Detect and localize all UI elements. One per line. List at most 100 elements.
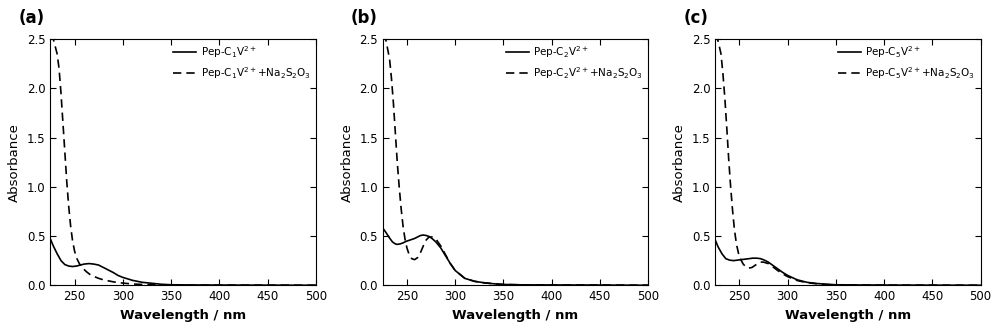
Pep-C$_2$V$^{2+}$+Na$_2$S$_2$O$_3$ (399, 237, 411, 241)
Text: (b): (b) (351, 9, 378, 27)
Pep-C$_1$V$^{2+}$ (88, 262, 100, 266)
Pep-C$_2$V$^{2+}$ (435, 246, 447, 250)
Pep-C$_2$V$^{2+}$+Na$_2$S$_2$O$_3$ (377, 32, 389, 36)
Pep-C$_2$V$^{2+}$+Na$_2$S$_2$O$_3$ (594, 283, 606, 287)
Pep-C$_5$V$^{2+}$ (762, 260, 774, 264)
Y-axis label: Absorbance: Absorbance (341, 123, 354, 202)
Pep-C$_2$V$^{2+}$ (468, 279, 480, 283)
Pep-C$_2$V$^{2+}$ (389, 242, 401, 246)
Pep-C$_2$V$^{2+}$+Na$_2$S$_2$O$_3$ (497, 282, 509, 286)
Pep-C$_1$V$^{2+}$ (55, 259, 67, 263)
Pep-C$_2$V$^{2+}$ (459, 277, 471, 280)
Pep-C$_5$V$^{2+}$ (801, 280, 813, 284)
Pep-C$_5$V$^{2+}$+Na$_2$S$_2$O$_3$ (719, 96, 731, 100)
Pep-C$_2$V$^{2+}$+Na$_2$S$_2$O$_3$ (488, 282, 500, 286)
Pep-C$_2$V$^{2+}$+Na$_2$S$_2$O$_3$ (385, 77, 397, 81)
Pep-C$_2$V$^{2+}$ (594, 283, 606, 287)
Pep-C$_5$V$^{2+}$ (782, 274, 794, 278)
Pep-C$_1$V$^{2+}$+Na$_2$S$_2$O$_3$ (57, 121, 69, 125)
Line: Pep-C$_5$V$^{2+}$: Pep-C$_5$V$^{2+}$ (715, 240, 981, 285)
Pep-C$_5$V$^{2+}$+Na$_2$S$_2$O$_3$ (782, 275, 794, 279)
Pep-C$_2$V$^{2+}$ (517, 283, 529, 287)
Pep-C$_5$V$^{2+}$+Na$_2$S$_2$O$_3$ (801, 281, 813, 285)
Pep-C$_5$V$^{2+}$ (772, 267, 784, 271)
Pep-C$_5$V$^{2+}$+Na$_2$S$_2$O$_3$ (734, 257, 746, 261)
Pep-C$_5$V$^{2+}$ (820, 282, 832, 286)
Pep-C$_1$V$^{2+}$ (70, 264, 82, 268)
Line: Pep-C$_1$V$^{2+}$+Na$_2$S$_2$O$_3$: Pep-C$_1$V$^{2+}$+Na$_2$S$_2$O$_3$ (50, 34, 316, 285)
Pep-C$_2$V$^{2+}$+Na$_2$S$_2$O$_3$ (420, 238, 432, 242)
Pep-C$_5$V$^{2+}$+Na$_2$S$_2$O$_3$ (737, 262, 749, 266)
Pep-C$_2$V$^{2+}$+Na$_2$S$_2$O$_3$ (435, 244, 447, 248)
Pep-C$_2$V$^{2+}$ (412, 235, 424, 239)
Pep-C$_5$V$^{2+}$ (767, 264, 779, 268)
Pep-C$_2$V$^{2+}$ (409, 237, 421, 241)
Pep-C$_2$V$^{2+}$+Na$_2$S$_2$O$_3$ (459, 277, 471, 280)
Pep-C$_5$V$^{2+}$+Na$_2$S$_2$O$_3$ (811, 282, 823, 286)
Pep-C$_1$V$^{2+}$+Na$_2$S$_2$O$_3$ (69, 249, 81, 253)
Pep-C$_1$V$^{2+}$ (117, 276, 129, 280)
Pep-C$_5$V$^{2+}$ (709, 238, 721, 242)
Pep-C$_2$V$^{2+}$ (430, 240, 442, 244)
Pep-C$_5$V$^{2+}$ (716, 252, 728, 256)
Pep-C$_5$V$^{2+}$+Na$_2$S$_2$O$_3$ (725, 185, 737, 189)
Pep-C$_1$V$^{2+}$+Na$_2$S$_2$O$_3$ (47, 37, 59, 41)
Pep-C$_2$V$^{2+}$+Na$_2$S$_2$O$_3$ (412, 256, 424, 260)
Pep-C$_1$V$^{2+}$ (107, 271, 119, 275)
Pep-C$_1$V$^{2+}$+Na$_2$S$_2$O$_3$ (102, 279, 114, 283)
Pep-C$_2$V$^{2+}$+Na$_2$S$_2$O$_3$ (380, 37, 392, 41)
Pep-C$_2$V$^{2+}$+Na$_2$S$_2$O$_3$ (642, 283, 654, 287)
Pep-C$_2$V$^{2+}$ (400, 240, 412, 244)
Pep-C$_5$V$^{2+}$+Na$_2$S$_2$O$_3$ (728, 228, 740, 232)
Pep-C$_1$V$^{2+}$+Na$_2$S$_2$O$_3$ (310, 283, 322, 287)
Pep-C$_2$V$^{2+}$+Na$_2$S$_2$O$_3$ (478, 281, 490, 285)
Pep-C$_2$V$^{2+}$+Na$_2$S$_2$O$_3$ (417, 244, 429, 248)
Pep-C$_2$V$^{2+}$ (377, 226, 389, 230)
Pep-C$_1$V$^{2+}$ (63, 264, 75, 268)
Pep-C$_5$V$^{2+}$ (849, 283, 861, 287)
Pep-C$_1$V$^{2+}$+Na$_2$S$_2$O$_3$ (107, 280, 119, 284)
Pep-C$_2$V$^{2+}$ (394, 242, 406, 246)
Pep-C$_5$V$^{2+}$ (755, 257, 767, 261)
Pep-C$_1$V$^{2+}$+Na$_2$S$_2$O$_3$ (213, 283, 225, 287)
Pep-C$_1$V$^{2+}$+Na$_2$S$_2$O$_3$ (55, 91, 67, 95)
Pep-C$_5$V$^{2+}$+Na$_2$S$_2$O$_3$ (732, 251, 744, 255)
Pep-C$_5$V$^{2+}$ (739, 257, 751, 261)
Pep-C$_5$V$^{2+}$+Na$_2$S$_2$O$_3$ (757, 260, 769, 264)
Pep-C$_1$V$^{2+}$ (155, 282, 167, 286)
Pep-C$_2$V$^{2+}$ (642, 283, 654, 287)
Pep-C$_1$V$^{2+}$+Na$_2$S$_2$O$_3$ (80, 270, 92, 274)
Pep-C$_2$V$^{2+}$ (440, 254, 452, 258)
Pep-C$_1$V$^{2+}$ (47, 244, 59, 248)
Pep-C$_1$V$^{2+}$ (93, 263, 105, 267)
Pep-C$_1$V$^{2+}$ (44, 237, 56, 241)
Pep-C$_5$V$^{2+}$+Na$_2$S$_2$O$_3$ (746, 266, 758, 270)
Pep-C$_2$V$^{2+}$+Na$_2$S$_2$O$_3$ (384, 57, 396, 61)
Pep-C$_5$V$^{2+}$ (735, 258, 747, 262)
Pep-C$_1$V$^{2+}$+Na$_2$S$_2$O$_3$ (63, 205, 75, 209)
Pep-C$_2$V$^{2+}$+Na$_2$S$_2$O$_3$ (414, 251, 426, 255)
Pep-C$_2$V$^{2+}$+Na$_2$S$_2$O$_3$ (409, 258, 421, 262)
Pep-C$_1$V$^{2+}$ (51, 252, 63, 256)
Pep-C$_1$V$^{2+}$ (262, 283, 274, 287)
Pep-C$_1$V$^{2+}$+Na$_2$S$_2$O$_3$ (117, 281, 129, 285)
Pep-C$_1$V$^{2+}$ (78, 262, 90, 266)
Pep-C$_1$V$^{2+}$+Na$_2$S$_2$O$_3$ (93, 277, 105, 280)
Pep-C$_5$V$^{2+}$ (731, 258, 743, 262)
Pep-C$_5$V$^{2+}$ (728, 259, 740, 263)
Pep-C$_1$V$^{2+}$+Na$_2$S$_2$O$_3$ (262, 283, 274, 287)
Pep-C$_2$V$^{2+}$ (417, 233, 429, 237)
Pep-C$_5$V$^{2+}$+Na$_2$S$_2$O$_3$ (820, 282, 832, 286)
Pep-C$_5$V$^{2+}$+Na$_2$S$_2$O$_3$ (749, 264, 761, 268)
Pep-C$_2$V$^{2+}$+Na$_2$S$_2$O$_3$ (546, 283, 558, 287)
Y-axis label: Absorbance: Absorbance (8, 123, 21, 202)
X-axis label: Wavelength / nm: Wavelength / nm (785, 309, 911, 322)
Pep-C$_2$V$^{2+}$+Na$_2$S$_2$O$_3$ (397, 224, 409, 228)
Pep-C$_2$V$^{2+}$+Na$_2$S$_2$O$_3$ (440, 253, 452, 257)
Pep-C$_1$V$^{2+}$ (102, 268, 114, 272)
Pep-C$_2$V$^{2+}$ (546, 283, 558, 287)
Pep-C$_5$V$^{2+}$ (758, 258, 770, 262)
Pep-C$_5$V$^{2+}$+Na$_2$S$_2$O$_3$ (712, 39, 724, 43)
Pep-C$_1$V$^{2+}$+Na$_2$S$_2$O$_3$ (88, 275, 100, 279)
Pep-C$_2$V$^{2+}$ (423, 235, 435, 239)
